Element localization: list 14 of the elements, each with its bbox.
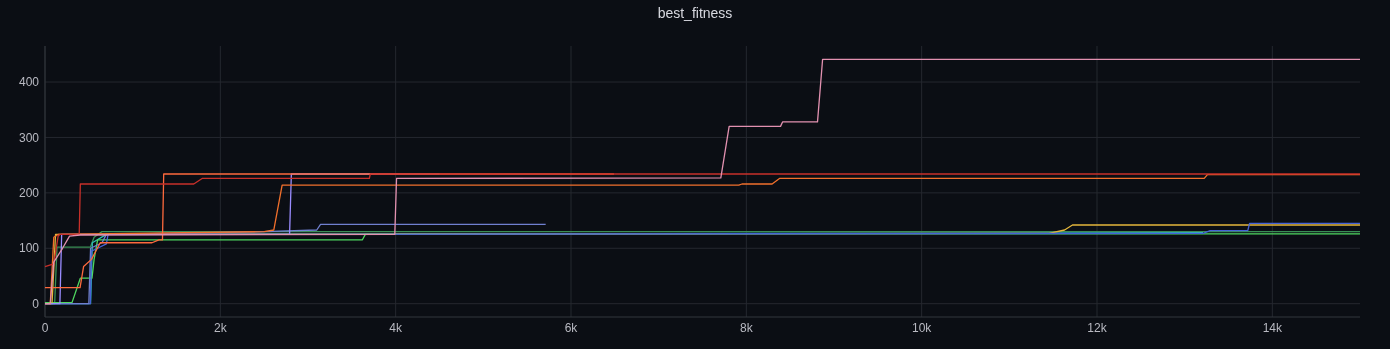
chart-title: best_fitness <box>657 5 733 21</box>
x-tick-label: 2k <box>213 321 228 335</box>
x-tick-label: 12k <box>1087 321 1108 335</box>
x-tick-label: 6k <box>564 321 579 335</box>
y-tick-label: 0 <box>32 296 40 311</box>
x-tick-label: 14k <box>1262 321 1283 335</box>
x-tick-label: 8k <box>739 321 754 335</box>
y-tick-label: 100 <box>18 241 40 256</box>
y-tick-label: 200 <box>18 186 40 201</box>
x-tick-label: 0 <box>41 321 49 335</box>
y-tick-label: 300 <box>18 130 40 145</box>
x-tick-label: 10k <box>911 321 933 335</box>
y-tick-label: 400 <box>18 75 40 90</box>
x-tick-label: 4k <box>389 321 403 335</box>
